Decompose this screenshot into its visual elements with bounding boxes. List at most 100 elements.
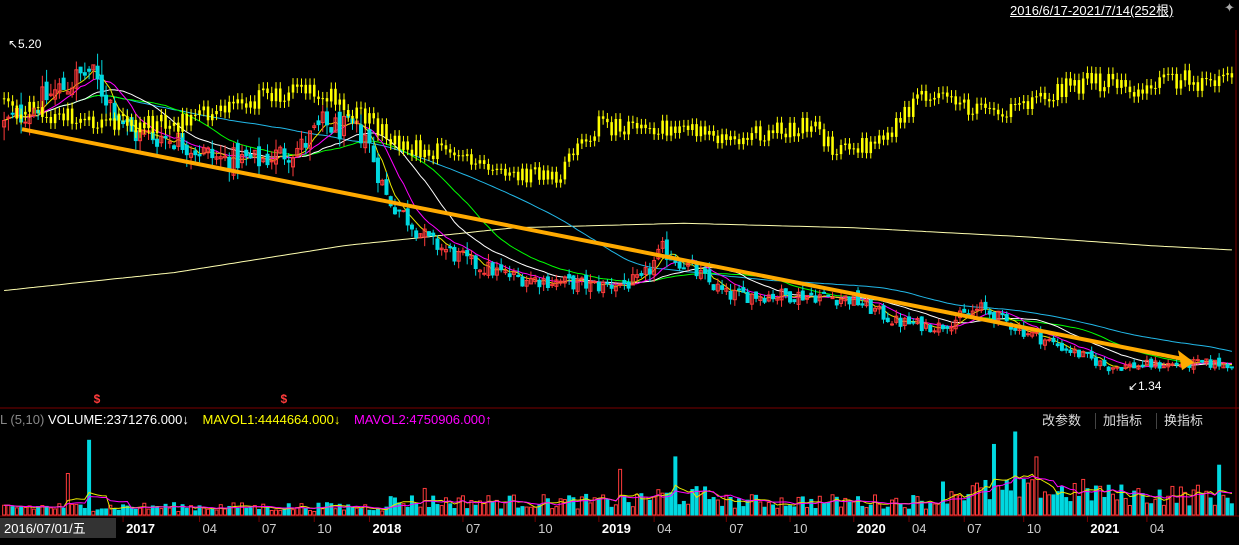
edit-params-button[interactable]: 改参数 — [1042, 413, 1082, 428]
compare-body — [160, 114, 163, 122]
volume-bar — [257, 509, 262, 516]
trend-arrow-head — [1178, 350, 1194, 371]
candle-body — [949, 326, 954, 332]
volume-bar — [618, 468, 623, 516]
candle-body — [1174, 362, 1179, 366]
volume-bar — [579, 496, 584, 516]
volume-bar — [715, 499, 720, 516]
candle-body — [426, 231, 431, 236]
compare-body — [567, 153, 571, 162]
volume-bar — [613, 504, 618, 516]
compare-body — [1090, 72, 1093, 84]
compare-body — [835, 154, 839, 156]
volume-bar — [167, 507, 172, 516]
candle-body — [1072, 348, 1077, 354]
compare-body — [1149, 85, 1153, 89]
compare-body — [1141, 89, 1144, 94]
compare-body — [950, 96, 953, 98]
candle-body — [766, 294, 771, 302]
compare-body — [627, 121, 630, 135]
candle-body — [460, 250, 465, 253]
candle-body — [223, 155, 228, 159]
compare-body — [1132, 92, 1136, 97]
compare-body — [1107, 73, 1110, 88]
candle-body — [439, 247, 444, 251]
volume-bar — [664, 492, 669, 516]
compare-body — [300, 84, 303, 87]
compare-body — [512, 171, 516, 173]
compare-body — [1217, 76, 1221, 87]
volume-bar — [788, 505, 793, 516]
candle-body — [588, 280, 593, 292]
compare-body — [852, 148, 856, 150]
switch-indicator-button[interactable]: 换指标 — [1164, 413, 1204, 428]
x-tick-label: 07 — [466, 521, 480, 536]
compare-body — [1158, 77, 1161, 88]
candle-body — [1064, 348, 1069, 351]
volume-bar — [868, 504, 873, 516]
mavol1-arrow: ↓ — [333, 412, 341, 427]
volume-bar — [159, 508, 164, 516]
volume-bar — [596, 497, 601, 516]
candle-body — [1115, 366, 1120, 369]
volume-bar — [350, 507, 355, 516]
volume-bar — [452, 508, 457, 516]
candle-body — [864, 299, 869, 307]
compare-body — [1022, 101, 1025, 104]
volume-bar — [112, 508, 117, 516]
volume-bar — [707, 499, 712, 516]
x-tick-label: 2017 — [126, 521, 155, 536]
compare-body — [610, 122, 613, 136]
candle-body — [830, 297, 835, 300]
pin-icon[interactable]: ✦ — [1224, 0, 1235, 15]
candle-body — [375, 157, 380, 184]
volume-bar — [1051, 494, 1056, 516]
candle-body — [210, 148, 215, 159]
volume-bar — [1025, 482, 1030, 516]
volume-bar — [554, 506, 559, 516]
x-tick-label: 04 — [203, 521, 217, 536]
candle-body — [885, 317, 890, 323]
volume-bar — [10, 506, 15, 516]
compare-body — [996, 109, 1000, 115]
volume-bar — [932, 503, 937, 516]
compare-body — [1077, 80, 1081, 94]
volume-indicator-line: L (5,10) VOLUME:2371276.000↓ MAVOL1:4444… — [0, 412, 492, 427]
candle-body — [609, 284, 614, 289]
compare-body — [877, 135, 881, 144]
compare-body — [746, 137, 749, 140]
compare-body — [1026, 101, 1030, 110]
candle-body — [409, 224, 414, 230]
candle-body — [562, 276, 567, 284]
volume-bar — [728, 497, 733, 516]
candle-body — [877, 305, 882, 310]
candle-body — [1200, 359, 1205, 363]
candle-body — [95, 65, 100, 80]
volume-bar — [924, 508, 928, 516]
compare-body — [249, 101, 252, 108]
candle-body — [524, 280, 529, 287]
candle-body — [1153, 360, 1158, 368]
candle-body — [1170, 363, 1175, 366]
compare-body — [436, 143, 439, 160]
compare-body — [376, 118, 380, 136]
compare-body — [733, 136, 737, 140]
compare-body — [215, 110, 218, 115]
compare-body — [814, 121, 817, 127]
candle-body — [1030, 331, 1035, 337]
volume-bar — [856, 496, 861, 516]
add-indicator-button[interactable]: 加指标 — [1103, 413, 1143, 428]
volume-bar — [82, 507, 87, 516]
volume-bar — [1144, 502, 1149, 516]
compare-body — [359, 107, 363, 109]
volume-bar — [1030, 479, 1035, 516]
compare-body — [334, 88, 337, 105]
candle-body — [231, 147, 236, 176]
x-tick-label: 2018 — [372, 521, 401, 536]
volume-bar — [766, 501, 771, 516]
compare-body — [754, 126, 758, 134]
compare-body — [572, 153, 575, 156]
candle-body — [579, 277, 584, 280]
volume-bar — [601, 494, 606, 516]
